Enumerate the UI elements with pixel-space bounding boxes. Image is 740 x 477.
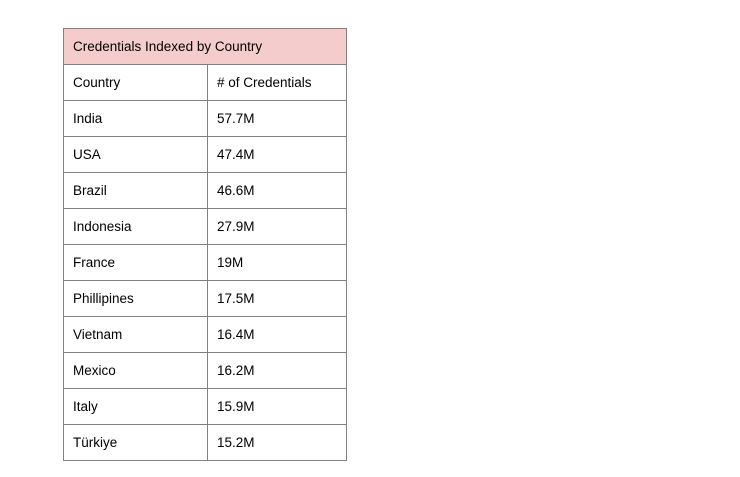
table-header-row: Country # of Credentials — [63, 64, 347, 101]
cell-country: USA — [63, 136, 208, 173]
cell-credentials: 19M — [207, 244, 347, 281]
cell-credentials: 57.7M — [207, 100, 347, 137]
column-header-country: Country — [63, 64, 208, 101]
table-row: Indonesia 27.9M — [63, 208, 347, 245]
table-row: Vietnam 16.4M — [63, 316, 347, 353]
table-row: Mexico 16.2M — [63, 352, 347, 389]
table-title: Credentials Indexed by Country — [63, 28, 347, 65]
table-row: France 19M — [63, 244, 347, 281]
cell-country: Italy — [63, 388, 208, 425]
cell-country: Brazil — [63, 172, 208, 209]
column-header-credentials: # of Credentials — [207, 64, 347, 101]
table-row: Phillipines 17.5M — [63, 280, 347, 317]
table-row: India 57.7M — [63, 100, 347, 137]
cell-country: Indonesia — [63, 208, 208, 245]
cell-country: Türkiye — [63, 424, 208, 461]
cell-credentials: 15.9M — [207, 388, 347, 425]
cell-country: Vietnam — [63, 316, 208, 353]
table-row: Italy 15.9M — [63, 388, 347, 425]
table-row: USA 47.4M — [63, 136, 347, 173]
cell-country: India — [63, 100, 208, 137]
cell-credentials: 15.2M — [207, 424, 347, 461]
table-row: Brazil 46.6M — [63, 172, 347, 209]
cell-country: Phillipines — [63, 280, 208, 317]
table-title-row: Credentials Indexed by Country — [63, 28, 347, 65]
cell-credentials: 46.6M — [207, 172, 347, 209]
cell-credentials: 17.5M — [207, 280, 347, 317]
credentials-table: Credentials Indexed by Country Country #… — [63, 28, 347, 461]
cell-credentials: 16.4M — [207, 316, 347, 353]
table-row: Türkiye 15.2M — [63, 424, 347, 461]
cell-credentials: 16.2M — [207, 352, 347, 389]
cell-country: France — [63, 244, 208, 281]
cell-country: Mexico — [63, 352, 208, 389]
cell-credentials: 27.9M — [207, 208, 347, 245]
cell-credentials: 47.4M — [207, 136, 347, 173]
